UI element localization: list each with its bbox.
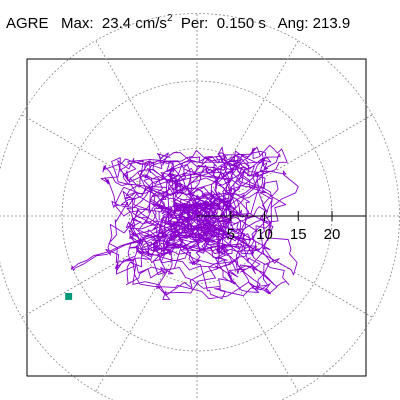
peak-marker <box>65 292 73 300</box>
trace-path <box>70 144 299 300</box>
max-unit-exponent: 2 <box>166 13 173 24</box>
angle-value: 213.9 <box>312 15 351 32</box>
grid-spoke-60 <box>196 40 299 217</box>
grid-spoke-150 <box>21 114 198 217</box>
max-unit: cm/s <box>135 15 167 32</box>
tick-label-5: 5 <box>227 226 235 243</box>
chart-header: AGRE Max: 23.4 cm/s2 Per: 0.150 s Ang: 2… <box>6 13 351 33</box>
plot-frame <box>26 58 367 377</box>
grid-spoke-300 <box>196 215 299 392</box>
tick-label-10: 10 <box>256 226 273 243</box>
max-label: Max: <box>61 15 94 32</box>
period-value: 0.150 s <box>216 15 266 32</box>
marker-layer <box>65 292 73 300</box>
station-code: AGRE <box>6 15 49 32</box>
tick-label-20: 20 <box>324 226 341 243</box>
motion-trace <box>70 144 299 300</box>
angle-label: Ang: <box>277 15 309 32</box>
period-label: Per: <box>180 15 209 32</box>
radial-axis: 5 10 15 20 <box>197 211 366 243</box>
max-value: 23.4 <box>101 15 132 32</box>
tick-label-15: 15 <box>290 226 307 243</box>
